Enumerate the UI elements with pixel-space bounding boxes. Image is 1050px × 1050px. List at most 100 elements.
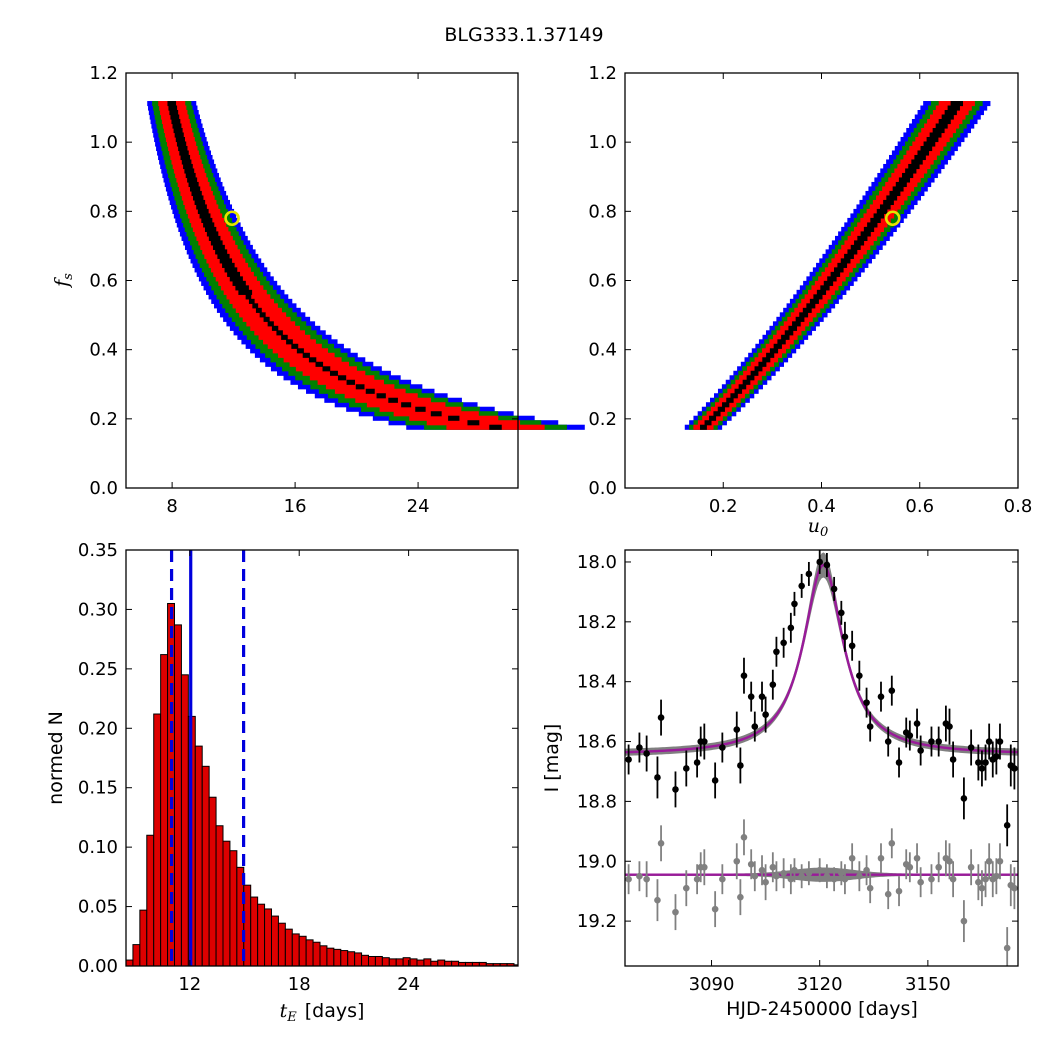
br-residual-point (1003, 944, 1011, 952)
br-data-point (769, 681, 777, 688)
panel-fs-vs-u0: 0.2 0.4 0.6 0.8 0.0 0.2 0.4 0.6 0.8 1.0 1.2 (588, 63, 1032, 517)
tl-contour-cell (185, 172, 196, 179)
br-data-point (805, 570, 813, 578)
tl-contour-cell (322, 366, 331, 372)
br-residual-point (1011, 884, 1018, 892)
br-data-point (913, 720, 921, 727)
br-data-point (884, 738, 892, 745)
tr-contour-cell (883, 199, 894, 206)
br-residual-point (733, 857, 741, 865)
tr-contour-cell (827, 276, 837, 282)
tr-ytick-label: 0.8 (588, 201, 617, 222)
tr-contour-cell (746, 375, 755, 381)
tl-contour-cell (212, 244, 225, 250)
br-ytick-label: 19.0 (577, 851, 617, 872)
tr-contour-cell (792, 321, 801, 327)
tr-contour-cell (892, 186, 904, 192)
bl-hist-bar (347, 951, 356, 967)
tr-contour-cell (857, 235, 868, 241)
br-data-point (682, 765, 690, 772)
br-xtick-label: 3150 (905, 974, 951, 995)
tl-contour-cell (201, 217, 213, 223)
bl-ytick-label: 0.25 (78, 659, 118, 680)
bl-hist-bar (451, 960, 460, 967)
tl-contour-cell (388, 397, 398, 403)
tl-contour-cell (229, 276, 243, 282)
br-residual-point (816, 866, 823, 874)
tr-ytick-label: 1.0 (588, 132, 617, 153)
br-data-point (787, 624, 795, 632)
tl-contour-cell (217, 253, 230, 259)
tl-contour-cell (281, 334, 288, 340)
bl-hist-bar (257, 903, 266, 967)
tr-contour-cell (932, 127, 945, 134)
bl-hist-bar (423, 958, 432, 967)
tr-contour-cell (863, 226, 875, 232)
br-data-point (816, 558, 823, 566)
br-residual-point (747, 860, 755, 868)
tl-contour-cell (296, 348, 304, 354)
br-data-point (693, 759, 701, 766)
tl-contour-cell (467, 420, 480, 426)
tr-ytick-label: 0.0 (588, 478, 617, 499)
br-data-point (636, 744, 643, 751)
bl-ytick-label: 0.35 (78, 540, 118, 561)
tl-contour-cell (224, 267, 238, 273)
tl-contour-cell (204, 226, 217, 232)
tr-contour-cell (726, 397, 734, 403)
tl-contour-cell (286, 339, 293, 345)
tr-contour-cell (730, 393, 738, 399)
bl-hist-bar (250, 896, 259, 967)
br-data-point (935, 738, 942, 745)
br-residual-point (985, 857, 993, 865)
br-residual-point (643, 875, 650, 883)
bl-hist-bar (305, 939, 314, 967)
br-residual-point (996, 857, 1004, 865)
br-axes-frame (624, 549, 1019, 967)
br-residual-point (906, 863, 914, 871)
br-residual-point (787, 875, 795, 883)
tr-ytick-label: 1.2 (588, 63, 617, 84)
tl-contour-cell (167, 101, 177, 107)
bl-hist-bar (132, 944, 141, 967)
tl-contour-cell (448, 415, 460, 421)
bl-hist-bar (340, 950, 349, 967)
tr-contour-cell (876, 208, 888, 215)
tr-contour-cell (908, 163, 920, 170)
br-residual-point (856, 872, 863, 880)
bl-hist-bar (201, 765, 210, 967)
tr-contour-cell (850, 244, 861, 250)
tl-contour-cell (199, 213, 211, 219)
br-data-point (830, 585, 838, 593)
bl-hist-bar (173, 624, 182, 967)
br-residual-point (841, 875, 849, 883)
br-data-point (625, 756, 632, 763)
br-xtick-label: 3120 (797, 974, 843, 995)
tr-ytick-label: 0.6 (588, 271, 617, 292)
tr-contour-cell (917, 150, 930, 156)
bl-hist-bar (139, 909, 148, 967)
br-data-point (762, 711, 769, 718)
br-residual-point (769, 863, 777, 871)
tr-contour-cell (941, 114, 954, 120)
tl-contour-cell (179, 150, 189, 156)
br-ytick-label: 18.6 (577, 732, 617, 753)
br-residual-point (672, 908, 679, 916)
tl-contour-cell (176, 141, 187, 147)
br-plot-area (625, 550, 1018, 966)
bl-hist-bar (298, 935, 307, 967)
bl-hist-bar (215, 825, 224, 967)
bl-hist-bar (180, 674, 189, 967)
br-residual-point (928, 875, 935, 883)
tr-xtick-label: 0.2 (709, 496, 738, 517)
br-data-point (848, 642, 856, 650)
tr-contour-cell (860, 231, 871, 237)
br-residual-point (913, 854, 921, 862)
panel-te-histogram: 12 18 24 0.00 0.05 0.10 0.15 0.20 0.25 0.30 0.35 (78, 540, 519, 995)
tl-ytick-label: 0.6 (89, 271, 118, 292)
bl-hist-bar (374, 955, 383, 967)
br-residual-point (737, 893, 744, 901)
br-data-point (895, 759, 903, 766)
bl-ytick-label: 0.05 (78, 897, 118, 918)
br-data-point (798, 582, 805, 590)
